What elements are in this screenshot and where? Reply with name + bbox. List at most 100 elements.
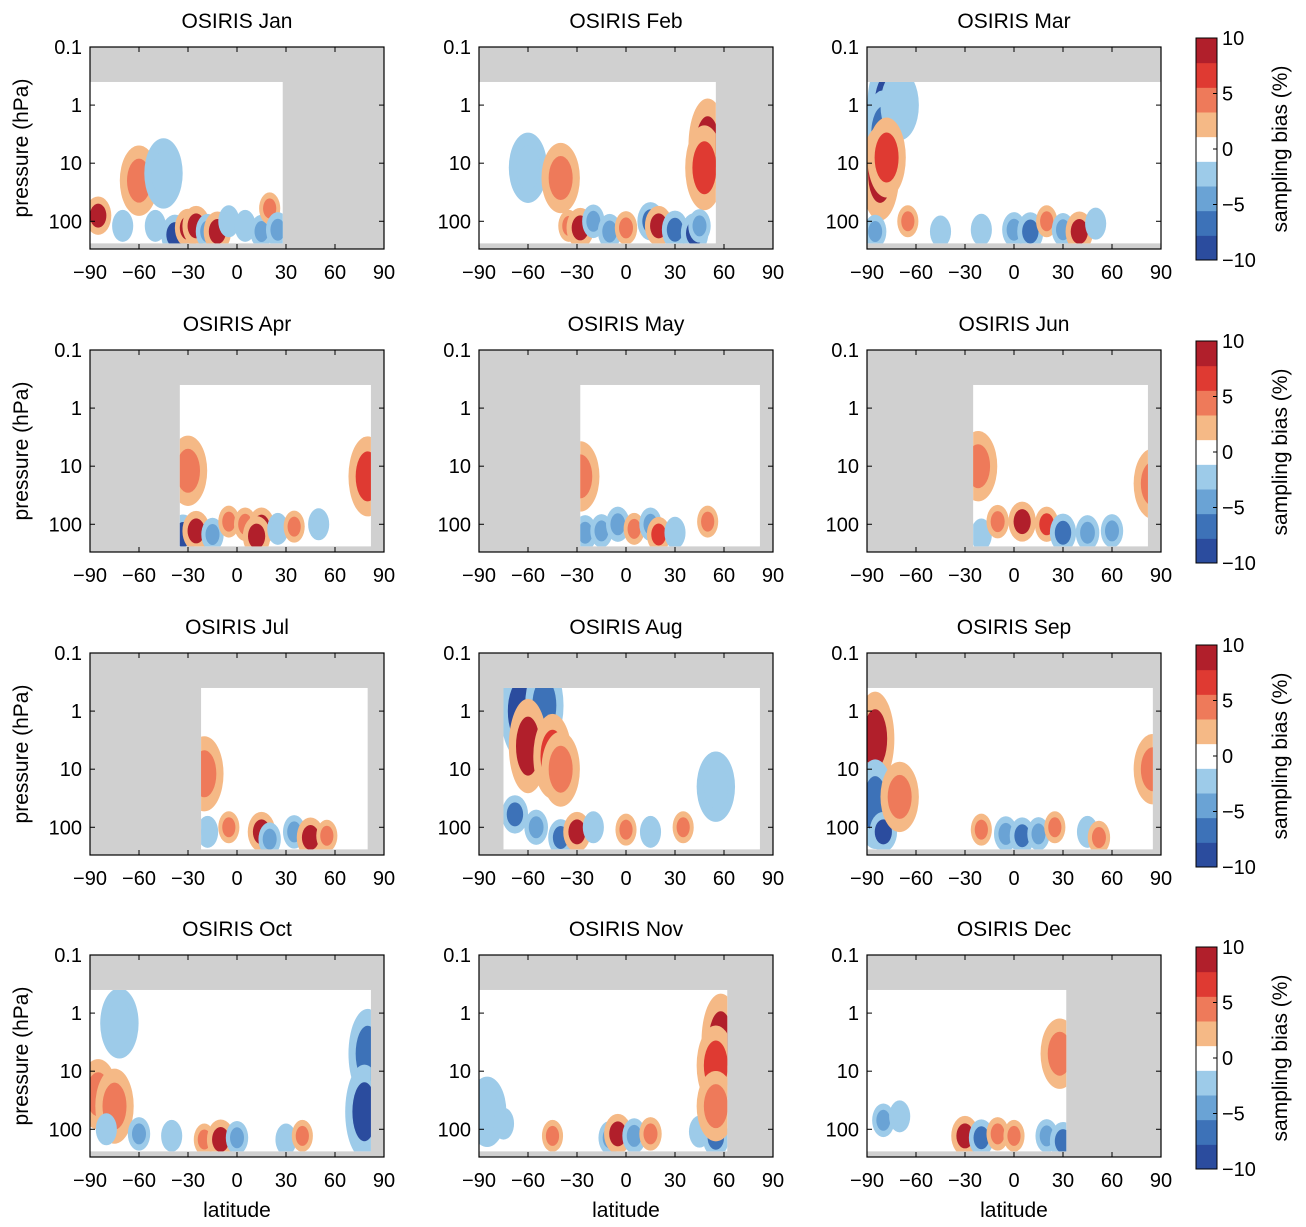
x-tick-label: −60 <box>122 565 156 587</box>
x-tick-label: 60 <box>324 868 346 890</box>
colorbar-label: sampling bias (%) <box>1269 369 1292 536</box>
y-tick-label: 100 <box>826 514 859 536</box>
y-tick-label: 10 <box>60 759 82 781</box>
x-tick-label: 0 <box>231 565 242 587</box>
bias-contour-jul-4 <box>262 828 277 850</box>
x-tick-label: 30 <box>664 1170 686 1192</box>
bias-contour-jan-1 <box>116 215 130 236</box>
x-tick-label: 60 <box>713 868 735 890</box>
x-tick-label: −30 <box>560 565 594 587</box>
bias-contour-aug-12 <box>676 817 690 838</box>
bias-contour-may-0 <box>580 454 593 499</box>
bias-contour-apr-7 <box>248 523 266 547</box>
bias-contour-sep-6 <box>1014 824 1030 848</box>
colorbar-segment <box>1196 464 1217 490</box>
colorbar-segment <box>1196 793 1217 819</box>
colorbar-tick-label: 0 <box>1222 139 1233 161</box>
colorbar-segment <box>1196 743 1217 769</box>
colorbar-tick-label: −5 <box>1222 498 1245 520</box>
bias-contour-aug-8 <box>568 819 586 845</box>
x-tick-label: 0 <box>231 1170 242 1192</box>
x-tick-label: 90 <box>1150 565 1172 587</box>
colorbar-segment <box>1196 136 1217 162</box>
bias-contour-dec-4 <box>990 1123 1005 1145</box>
panel-title: OSIRIS Apr <box>183 313 292 336</box>
bias-contour-mar-6 <box>901 211 915 232</box>
x-tick-label: −30 <box>171 262 205 284</box>
colorbar-segment <box>1196 768 1217 794</box>
colorbar-segment <box>1196 1119 1217 1145</box>
x-tick-label: −30 <box>948 1170 982 1192</box>
colorbar-tick-label: 10 <box>1222 331 1244 353</box>
y-tick-label: 100 <box>49 211 82 233</box>
colorbar-segment <box>1196 112 1217 138</box>
bias-contour-sep-11 <box>1140 747 1153 792</box>
y-tick-label: 10 <box>60 456 82 478</box>
panel-nov: OSIRIS Nov −90 −60 −30 0 30 60 90 0.1 1 10 100 latit… <box>438 918 785 1222</box>
y-axis-label: pressure (hPa) <box>10 79 33 218</box>
bias-contour-jun-5 <box>1054 520 1072 545</box>
x-tick-label: −60 <box>511 868 545 890</box>
y-tick-label: 100 <box>438 1119 471 1141</box>
bias-contour-jul-7 <box>320 825 334 846</box>
bias-contour-nov-2 <box>545 1125 560 1146</box>
x-tick-label: 0 <box>1008 868 1019 890</box>
bias-contour-feb-13 <box>692 215 707 237</box>
colorbar-segment <box>1196 1045 1217 1071</box>
x-tick-label: −60 <box>899 262 933 284</box>
y-tick-label: 0.1 <box>443 643 471 665</box>
panel-title: OSIRIS Nov <box>569 918 684 941</box>
panel-mar: OSIRIS Mar −90 −60 −30 0 30 60 90 0.1 1 10 100 <box>826 10 1173 284</box>
x-tick-label: 30 <box>1052 565 1074 587</box>
colorbar-tick-label: 5 <box>1222 691 1233 713</box>
panel-title: OSIRIS Jul <box>185 616 289 639</box>
x-axis-label: latitude <box>980 1199 1048 1222</box>
panel-jan: OSIRIS Jan −90 −60 −30 0 30 60 90 0.1 1 10 100 press… <box>10 10 395 284</box>
x-tick-label: 60 <box>1101 565 1123 587</box>
colorbar-segment <box>1196 390 1217 416</box>
colorbar-tick-label: −5 <box>1222 195 1245 217</box>
bias-contour-feb-1 <box>548 156 573 201</box>
y-tick-label: 1 <box>71 701 82 723</box>
x-tick-label: −60 <box>511 1170 545 1192</box>
bias-contour-dec-0 <box>876 1109 891 1131</box>
bias-contour-may-3 <box>610 513 626 536</box>
colorbar-segment <box>1196 439 1217 465</box>
colorbar-segment <box>1196 235 1217 261</box>
bias-contour-apr-3 <box>205 524 220 546</box>
x-tick-label: −30 <box>948 868 982 890</box>
x-tick-label: −30 <box>560 262 594 284</box>
x-tick-label: −90 <box>850 565 884 587</box>
bias-contour-mar-11 <box>1040 211 1054 232</box>
x-tick-label: 0 <box>1008 262 1019 284</box>
x-tick-label: −90 <box>462 868 496 890</box>
bias-contour-apr-9 <box>287 516 301 537</box>
colorbar-segment <box>1196 1144 1217 1170</box>
panel-may: OSIRIS May −90 −60 −30 0 30 60 90 0.1 1 10 100 <box>438 313 785 587</box>
x-tick-label: −90 <box>73 1170 107 1192</box>
y-tick-label: 0.1 <box>831 340 859 362</box>
bias-contour-feb-12 <box>692 141 716 195</box>
colorbar-tick-label: 5 <box>1222 84 1233 106</box>
colorbar-tick-label: −10 <box>1222 857 1256 879</box>
x-tick-label: −90 <box>462 565 496 587</box>
y-axis-label: pressure (hPa) <box>10 685 33 824</box>
bias-contour-may-6 <box>651 523 667 546</box>
x-tick-label: 90 <box>762 1170 784 1192</box>
colorbar-tick-label: −5 <box>1222 1104 1245 1126</box>
bias-contour-mar-8 <box>974 219 988 240</box>
colorbar-4: 10 5 0 −5 −10 sampling bias (%) <box>1195 937 1292 1181</box>
colorbar-segment <box>1196 62 1217 88</box>
y-tick-label: 10 <box>60 1061 82 1083</box>
colorbar-segment <box>1196 489 1217 515</box>
panel-title: OSIRIS Jun <box>959 313 1070 336</box>
bias-contour-oct-8 <box>230 1127 244 1149</box>
bias-contour-feb-9 <box>666 217 684 242</box>
bias-contour-feb-0 <box>516 145 540 190</box>
bias-contour-oct-5 <box>165 1125 179 1146</box>
bias-contour-sep-4 <box>974 819 988 840</box>
panel-title: OSIRIS Dec <box>957 918 1071 941</box>
x-tick-label: 90 <box>762 565 784 587</box>
bias-contour-mar-2 <box>887 83 912 128</box>
colorbar-segment <box>1196 210 1217 236</box>
